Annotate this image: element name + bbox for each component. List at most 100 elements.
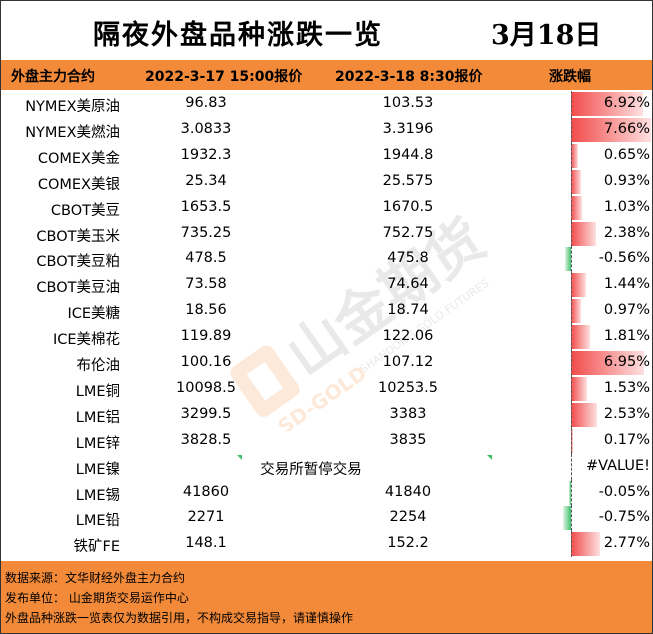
table-row: COMEX美金 1932.3 1944.8 0.65% xyxy=(1,142,652,169)
change-percent: 1.44% xyxy=(603,276,650,293)
positive-change-bar xyxy=(571,532,600,557)
price-2: 3383 xyxy=(389,405,427,422)
bar-axis xyxy=(571,220,572,247)
contract-name: LME锡 xyxy=(75,487,120,504)
footer-disclaimer: 外盘品种涨跌一览表仅为数据引用，不构成交易指导，请谨慎操作 xyxy=(5,611,354,625)
positive-change-bar xyxy=(571,402,598,427)
contract-name: 布伦油 xyxy=(76,358,121,374)
contract-name: 铁矿FE xyxy=(73,539,120,556)
change-percent: 7.66% xyxy=(603,120,650,137)
price-1: 100.16 xyxy=(180,354,232,370)
change-percent: 2.77% xyxy=(603,535,650,552)
positive-change-bar xyxy=(571,169,581,194)
price-1: 3.0833 xyxy=(180,120,232,137)
contract-name: ICE美棉花 xyxy=(52,332,120,349)
bar-axis xyxy=(571,168,572,195)
contract-name: NYMEX美燃油 xyxy=(25,124,120,141)
change-percent: #VALUE! xyxy=(585,457,650,474)
contract-name: LME铜 xyxy=(75,383,120,400)
contract-name: LME锌 xyxy=(75,435,120,452)
table-row: LME锌 3828.5 3835 0.17% xyxy=(1,427,652,454)
contract-name: CBOT美玉米 xyxy=(36,228,120,245)
price-1: 96.83 xyxy=(185,95,227,111)
price-2: 752.75 xyxy=(382,224,434,241)
bar-axis xyxy=(571,91,572,117)
bar-axis xyxy=(571,479,572,506)
price-2: 152.2 xyxy=(387,535,429,552)
report-date: 3月18日 xyxy=(491,20,602,51)
positive-change-bar xyxy=(571,143,578,168)
contract-name: LME镍 xyxy=(75,461,120,478)
table-row: 铁矿FE 148.1 152.2 2.77% xyxy=(1,531,652,558)
bar-axis xyxy=(571,324,572,351)
contract-name: NYMEX美原油 xyxy=(25,99,120,115)
positive-change-bar xyxy=(571,428,573,453)
price-2: 2254 xyxy=(389,509,427,526)
change-percent: 6.95% xyxy=(603,354,650,370)
change-percent: -0.05% xyxy=(598,483,650,500)
change-percent: 2.53% xyxy=(603,405,650,422)
price-1: 148.1 xyxy=(185,535,227,552)
price-2: 122.06 xyxy=(382,328,434,345)
contract-name: CBOT美豆粕 xyxy=(36,254,120,271)
bar-axis xyxy=(571,194,572,221)
bar-axis xyxy=(571,350,572,376)
footer-source: 数据来源：文华财经外盘主力合约 xyxy=(5,571,186,585)
price-1: 478.5 xyxy=(185,250,227,267)
change-percent: 0.97% xyxy=(603,302,650,319)
bar-axis xyxy=(571,531,572,558)
price-2: 475.8 xyxy=(387,250,429,267)
change-percent: -0.75% xyxy=(598,509,650,526)
price-2: 3835 xyxy=(389,431,427,448)
bar-axis xyxy=(571,401,572,428)
price-1: 2271 xyxy=(187,509,225,526)
bar-axis xyxy=(571,298,572,325)
price-1: 3828.5 xyxy=(180,431,232,448)
price-1: 18.56 xyxy=(185,302,227,319)
table-row: LME铝 3299.5 3383 2.53% xyxy=(1,401,652,428)
bar-axis xyxy=(571,272,572,299)
title-row: 隔夜外盘品种涨跌一览 3月18日 xyxy=(1,1,652,59)
table-row: NYMEX美燃油 3.0833 3.3196 7.66% xyxy=(1,116,652,143)
positive-change-bar xyxy=(571,376,587,401)
positive-change-bar xyxy=(571,299,582,324)
bar-axis xyxy=(571,427,572,454)
change-percent: 1.03% xyxy=(603,198,650,215)
positive-change-bar xyxy=(571,195,582,220)
table-row: ICE美糖 18.56 18.74 0.97% xyxy=(1,298,652,325)
change-percent: 2.38% xyxy=(603,224,650,241)
positive-change-bar xyxy=(571,92,644,116)
bar-axis xyxy=(571,142,572,169)
table-row: CBOT美豆油 73.58 74.64 1.44% xyxy=(1,272,652,299)
bar-axis xyxy=(571,246,572,273)
header-price-2: 2022-3-18 8:30报价 xyxy=(335,69,483,85)
header-price-1: 2022-3-17 15:00报价 xyxy=(145,69,303,85)
negative-change-bar xyxy=(569,480,571,505)
positive-change-bar xyxy=(571,117,651,142)
contract-name: LME铝 xyxy=(75,409,120,426)
table-row: CBOT美玉米 735.25 752.75 2.38% xyxy=(1,220,652,247)
price-1: 1653.5 xyxy=(180,198,232,215)
table-row: LME锡 41860 41840 -0.05% xyxy=(1,479,652,506)
contract-name: CBOT美豆油 xyxy=(36,280,120,297)
price-1: 1932.3 xyxy=(180,146,232,163)
price-2: 1670.5 xyxy=(382,198,434,215)
change-percent: 1.53% xyxy=(603,379,650,396)
price-1: 41860 xyxy=(182,483,230,500)
bar-axis xyxy=(571,375,572,402)
header-change: 涨跌幅 xyxy=(549,69,591,85)
price-1: 119.89 xyxy=(180,328,232,345)
table-row: ICE美棉花 119.89 122.06 1.81% xyxy=(1,324,652,351)
change-percent: 0.93% xyxy=(603,172,650,189)
bar-axis xyxy=(571,116,572,143)
contract-name: COMEX美银 xyxy=(37,176,120,193)
table-row: COMEX美银 25.34 25.575 0.93% xyxy=(1,168,652,195)
bar-axis xyxy=(571,453,572,480)
change-percent: 0.65% xyxy=(603,146,650,163)
price-2: 1944.8 xyxy=(382,146,434,163)
change-percent: 1.81% xyxy=(603,328,650,345)
positive-change-bar xyxy=(571,351,644,375)
price-2: 74.64 xyxy=(387,276,429,293)
contract-name: LME铅 xyxy=(75,513,120,530)
cell-comment-marker xyxy=(237,454,242,460)
